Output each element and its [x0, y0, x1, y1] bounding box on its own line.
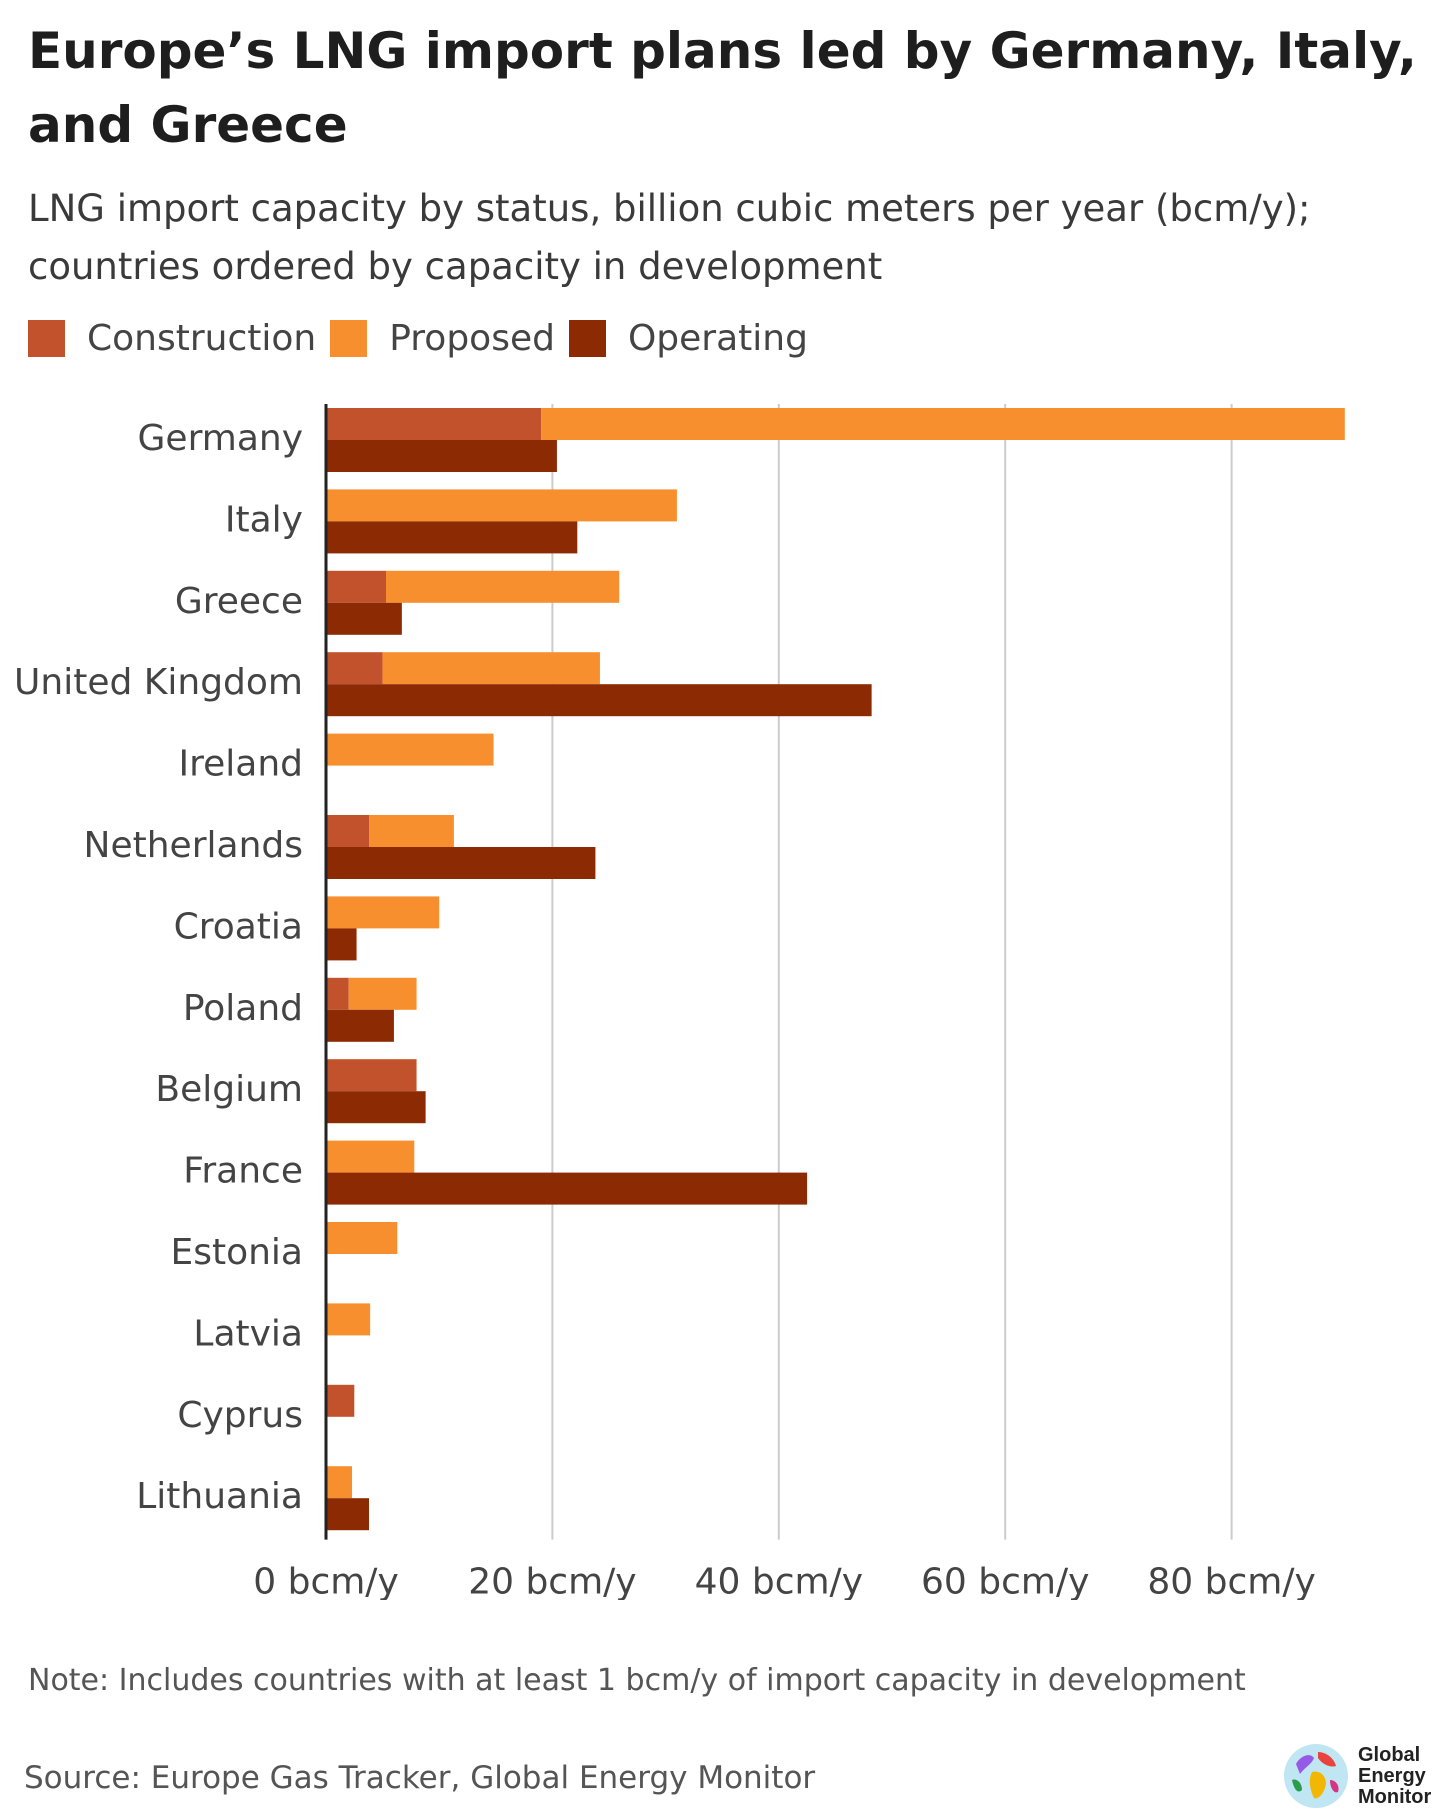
x-tick-label-20: 20 bcm/y [468, 1562, 636, 1600]
category-label-poland: Poland [183, 988, 303, 1029]
bar-proposed-netherlands [369, 815, 454, 847]
bar-proposed-lithuania [326, 1466, 353, 1499]
legend: Construction Proposed Operating [28, 318, 822, 359]
category-label-germany: Germany [138, 418, 303, 459]
legend-label-construction: Construction [87, 318, 317, 359]
bar-proposed-united-kingdom [382, 652, 600, 685]
category-label-france: France [183, 1151, 303, 1192]
legend-item-operating: Operating [568, 318, 808, 359]
category-label-italy: Italy [225, 499, 303, 540]
bar-proposed-ireland [326, 733, 494, 766]
bar-operating-germany [326, 440, 557, 472]
bar-proposed-croatia [326, 896, 440, 929]
category-label-ireland: Ireland [178, 744, 303, 785]
legend-label-proposed: Proposed [389, 318, 555, 359]
category-label-belgium: Belgium [155, 1069, 303, 1110]
bar-proposed-germany [541, 408, 1345, 440]
bar-construction-germany [326, 408, 542, 440]
chart-subtitle: LNG import capacity by status, billion c… [28, 187, 1311, 288]
legend-swatch-construction [28, 320, 65, 357]
logo-line-1: Global [1358, 1743, 1421, 1766]
x-tick-label-80: 80 bcm/y [1147, 1562, 1315, 1600]
x-tick-label-40: 40 bcm/y [695, 1562, 863, 1600]
legend-label-operating: Operating [627, 318, 808, 359]
bar-construction-poland [326, 977, 349, 1010]
category-label-estonia: Estonia [170, 1232, 303, 1273]
chart-title: Europe’s LNG import plans led by Germany… [28, 22, 1417, 154]
bar-construction-cyprus [326, 1384, 355, 1417]
bar-operating-greece [326, 602, 402, 635]
bar-operating-united-kingdom [326, 684, 872, 717]
logo-line-3: Monitor [1358, 1785, 1432, 1808]
x-tick-label-0: 0 bcm/y [253, 1562, 399, 1600]
logo-line-2: Energy [1358, 1764, 1426, 1787]
category-label-greece: Greece [175, 581, 303, 622]
legend-item-construction: Construction [28, 318, 316, 359]
x-tick-label-60: 60 bcm/y [921, 1562, 1089, 1600]
bar-operating-lithuania [326, 1498, 370, 1531]
bar-operating-france [326, 1172, 808, 1205]
bar-operating-poland [326, 1009, 394, 1042]
bar-operating-belgium [326, 1091, 426, 1124]
bar-chart: Germany Italy Greece United Kingdom Ireland N… [14, 404, 1345, 1600]
bar-operating-italy [326, 521, 578, 554]
bar-construction-greece [326, 570, 386, 603]
logo-text: Global Energy Monitor [1358, 1743, 1432, 1808]
bar-construction-belgium [326, 1059, 417, 1092]
bar-proposed-latvia [326, 1303, 371, 1336]
chart-source: Source: Europe Gas Tracker, Global Energ… [24, 1760, 816, 1796]
bar-proposed-poland [348, 977, 417, 1010]
globe-icon [1284, 1744, 1348, 1808]
category-label-lithuania: Lithuania [136, 1476, 303, 1517]
bar-construction-netherlands [326, 815, 370, 847]
bar-operating-croatia [326, 928, 357, 961]
category-label-croatia: Croatia [174, 906, 303, 947]
bar-proposed-france [326, 1140, 415, 1173]
category-label-netherlands: Netherlands [84, 825, 303, 866]
chart-note: Note: Includes countries with at least 1… [28, 1663, 1246, 1698]
legend-swatch-proposed [330, 320, 368, 357]
bar-proposed-estonia [326, 1222, 398, 1254]
bar-operating-netherlands [326, 847, 596, 879]
category-label-united-kingdom: United Kingdom [14, 662, 303, 703]
legend-swatch-operating [568, 320, 606, 357]
bar-proposed-greece [385, 570, 620, 603]
legend-item-proposed: Proposed [330, 318, 555, 359]
global-energy-monitor-logo: Global Energy Monitor [1282, 1742, 1431, 1810]
bar-proposed-italy [326, 489, 677, 522]
category-label-cyprus: Cyprus [177, 1395, 303, 1436]
bar-construction-united-kingdom [326, 652, 383, 685]
category-label-latvia: Latvia [193, 1313, 303, 1354]
